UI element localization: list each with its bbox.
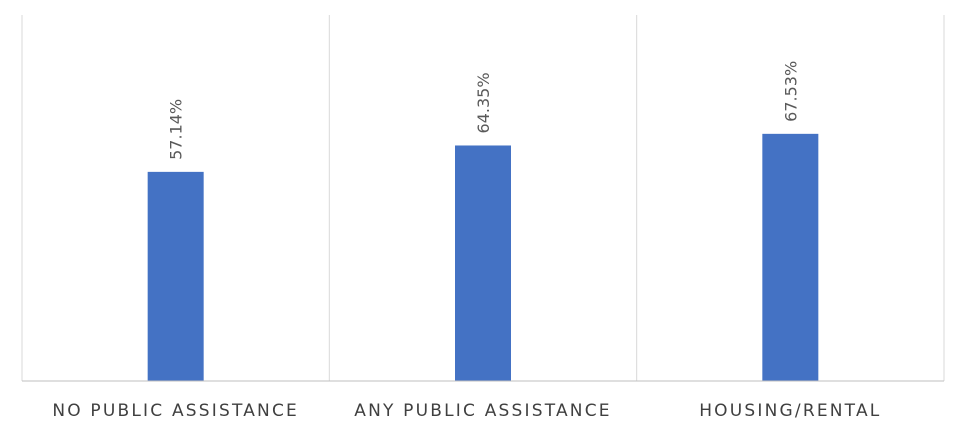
bar bbox=[455, 145, 511, 381]
data-label: 57.14% bbox=[167, 99, 186, 160]
category-label: NO PUBLIC ASSISTANCE bbox=[52, 401, 299, 421]
bar bbox=[147, 171, 204, 381]
category-label: HOUSING/RENTAL bbox=[699, 401, 881, 421]
bar bbox=[762, 133, 819, 381]
data-label: 67.53% bbox=[781, 61, 800, 122]
category-label: ANY PUBLIC ASSISTANCE bbox=[354, 401, 612, 421]
data-label: 64.35% bbox=[474, 72, 493, 133]
